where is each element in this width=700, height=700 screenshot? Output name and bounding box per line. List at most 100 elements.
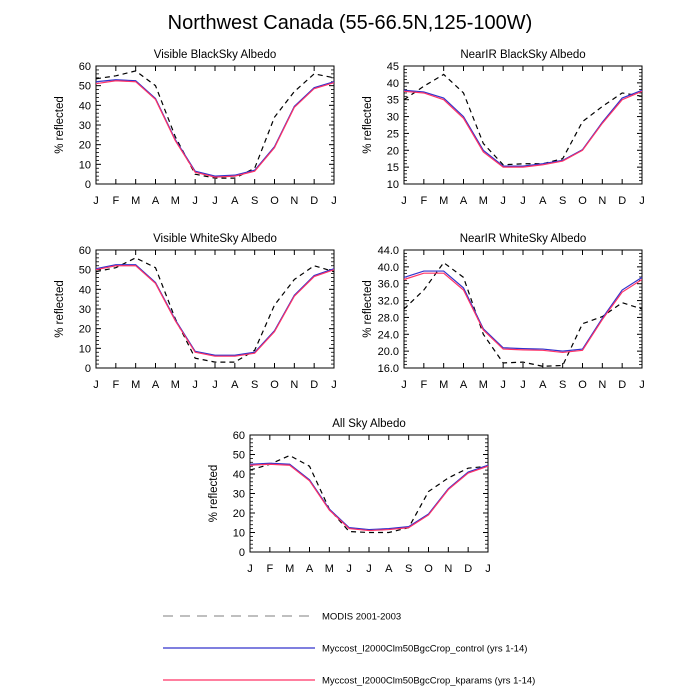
x-tick-label: M — [325, 563, 334, 575]
y-tick-label: 44.0 — [378, 245, 399, 257]
x-tick-label: J — [639, 195, 645, 207]
x-tick-label: M — [171, 195, 180, 207]
x-tick-label: J — [93, 379, 99, 391]
legend-label-1: MODIS 2001-2003 — [322, 612, 401, 623]
x-tick-label: D — [618, 195, 626, 207]
y-tick-label: 50 — [79, 265, 91, 277]
y-tick-label: 40 — [79, 284, 91, 296]
series-line-1 — [249, 454, 489, 534]
y-tick-label: 50 — [233, 450, 245, 462]
x-tick-label: D — [464, 563, 472, 575]
chart-title: Visible BlackSky Albedo — [154, 49, 277, 61]
x-tick-label: A — [385, 563, 393, 575]
x-tick-label: M — [285, 563, 294, 575]
x-tick-label: A — [460, 195, 468, 207]
x-tick-label: A — [231, 379, 239, 391]
series-line-1 — [403, 261, 643, 367]
x-tick-label: N — [290, 195, 298, 207]
x-tick-label: F — [420, 195, 427, 207]
series-line-3 — [95, 79, 335, 177]
y-tick-label: 30 — [79, 304, 91, 316]
x-tick-label: J — [485, 563, 491, 575]
y-tick-label: 45 — [387, 61, 399, 73]
plot-frame — [95, 65, 335, 185]
x-tick-label: N — [598, 379, 606, 391]
y-tick-label: 0 — [239, 547, 245, 559]
legend-label-3: Myccost_I2000Clm50BgcCrop_kparams (yrs 1… — [322, 676, 535, 687]
x-tick-label: A — [152, 195, 160, 207]
chart-title: NearIR WhiteSky Albedo — [460, 233, 587, 245]
series-line-3 — [249, 462, 489, 531]
x-tick-label: O — [578, 195, 587, 207]
x-tick-label: A — [231, 195, 239, 207]
x-tick-label: A — [539, 379, 547, 391]
series-line-2 — [95, 80, 335, 178]
x-tick-label: J — [500, 379, 506, 391]
y-tick-label: 60 — [79, 245, 91, 257]
legend-label-2: Myccost_I2000Clm50BgcCrop_control (yrs 1… — [322, 644, 527, 655]
y-tick-label: 20 — [79, 324, 91, 336]
x-tick-label: O — [424, 563, 433, 575]
chart-title: Visible WhiteSky Albedo — [153, 233, 277, 245]
x-tick-label: S — [251, 379, 258, 391]
series-line-2 — [403, 272, 643, 354]
y-tick-label: 50 — [79, 81, 91, 93]
x-tick-label: J — [500, 195, 506, 207]
series-line-1 — [95, 257, 335, 363]
y-tick-label: 35 — [387, 95, 399, 107]
x-tick-label: J — [247, 563, 253, 575]
x-tick-label: J — [520, 195, 526, 207]
y-tick-label: 16.0 — [378, 363, 399, 375]
x-tick-label: J — [192, 195, 198, 207]
x-tick-label: J — [401, 195, 407, 207]
y-tick-label: 60 — [79, 61, 91, 73]
series-line-2 — [249, 463, 489, 532]
y-tick-label: 40.0 — [378, 262, 399, 274]
x-tick-label: A — [539, 195, 547, 207]
x-tick-label: J — [192, 379, 198, 391]
y-tick-label: 10 — [79, 343, 91, 355]
y-tick-label: 32.0 — [378, 296, 399, 308]
x-tick-label: D — [310, 379, 318, 391]
y-tick-label: 20 — [79, 140, 91, 152]
plot-frame — [95, 249, 335, 369]
series-line-3 — [403, 270, 643, 352]
x-tick-label: J — [212, 195, 218, 207]
x-tick-label: J — [639, 379, 645, 391]
y-tick-label: 30 — [387, 112, 399, 124]
y-axis-label: % reflected — [54, 280, 66, 338]
x-tick-label: N — [444, 563, 452, 575]
y-axis-label: % reflected — [208, 465, 220, 523]
x-tick-label: J — [331, 195, 337, 207]
x-tick-label: S — [559, 195, 566, 207]
x-tick-label: O — [270, 195, 279, 207]
x-tick-label: M — [479, 379, 488, 391]
x-tick-label: O — [578, 379, 587, 391]
x-tick-label: S — [251, 195, 258, 207]
y-tick-label: 28.0 — [378, 312, 399, 324]
x-tick-label: N — [290, 379, 298, 391]
x-tick-label: F — [420, 379, 427, 391]
y-tick-label: 10 — [79, 159, 91, 171]
series-line-1 — [403, 73, 643, 166]
x-tick-label: J — [93, 195, 99, 207]
y-tick-label: 40 — [387, 78, 399, 90]
x-tick-label: O — [270, 379, 279, 391]
x-tick-label: A — [306, 563, 314, 575]
y-tick-label: 0 — [85, 363, 91, 375]
series-line-3 — [403, 89, 643, 167]
x-tick-label: M — [479, 195, 488, 207]
series-line-2 — [95, 265, 335, 357]
series-line-1 — [95, 70, 335, 179]
y-tick-label: 20 — [387, 145, 399, 157]
x-tick-label: D — [618, 379, 626, 391]
series-line-2 — [403, 90, 643, 168]
chart-title: NearIR BlackSky Albedo — [460, 49, 585, 61]
y-tick-label: 40 — [233, 469, 245, 481]
y-tick-label: 0 — [85, 179, 91, 191]
x-tick-label: M — [131, 195, 140, 207]
